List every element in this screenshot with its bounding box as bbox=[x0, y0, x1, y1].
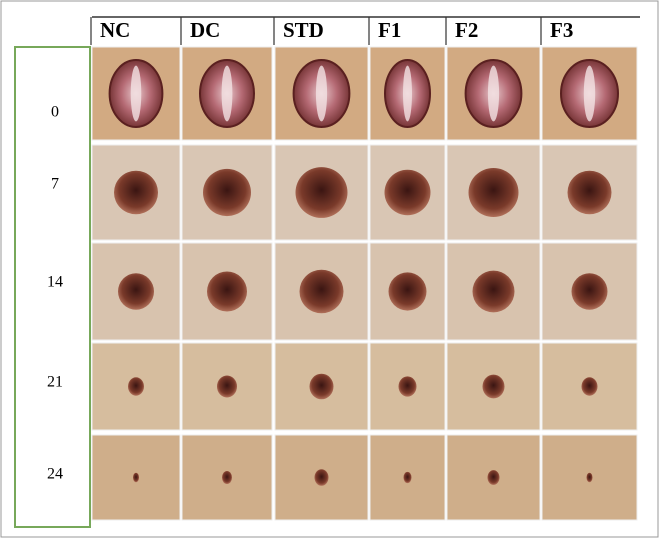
labels: NC DC STD F1 F2 F3 0 7 14 21 24 bbox=[47, 17, 573, 483]
wound-highlight bbox=[315, 65, 328, 122]
wound bbox=[581, 377, 598, 396]
column-header: DC bbox=[190, 18, 220, 42]
wound bbox=[118, 273, 154, 310]
wound bbox=[207, 271, 247, 312]
wound-highlight bbox=[130, 65, 142, 122]
wound bbox=[314, 469, 329, 486]
wound-highlight bbox=[583, 65, 596, 122]
wound bbox=[309, 373, 334, 400]
wound bbox=[203, 168, 251, 217]
wound-highlight bbox=[221, 65, 233, 122]
wound bbox=[299, 269, 344, 314]
column-header: F1 bbox=[378, 18, 401, 42]
wound bbox=[222, 471, 232, 484]
wound-highlight bbox=[403, 65, 412, 122]
row-label: 0 bbox=[51, 104, 59, 121]
wound bbox=[128, 377, 144, 396]
column-header: STD bbox=[283, 18, 324, 42]
row-label: 14 bbox=[47, 274, 63, 291]
wound-highlight bbox=[487, 65, 500, 122]
wound bbox=[571, 273, 608, 310]
image-grid bbox=[91, 46, 638, 521]
row-label: 21 bbox=[47, 374, 63, 391]
column-header: NC bbox=[100, 18, 130, 42]
wound bbox=[487, 470, 500, 485]
wound bbox=[586, 472, 593, 483]
wound bbox=[482, 374, 505, 399]
row-label: 24 bbox=[47, 466, 63, 483]
row-label: 7 bbox=[51, 176, 59, 193]
wound bbox=[388, 272, 427, 311]
wound bbox=[567, 170, 612, 215]
row-label-box bbox=[14, 46, 91, 528]
wound bbox=[472, 270, 515, 313]
wound bbox=[403, 471, 412, 484]
column-header: F3 bbox=[550, 18, 573, 42]
wound bbox=[384, 169, 431, 216]
wound bbox=[217, 375, 237, 398]
wound bbox=[295, 167, 348, 218]
wound bbox=[468, 168, 519, 217]
wound bbox=[114, 170, 158, 215]
wound bbox=[133, 472, 139, 483]
wound bbox=[398, 376, 417, 397]
column-header: F2 bbox=[455, 18, 478, 42]
